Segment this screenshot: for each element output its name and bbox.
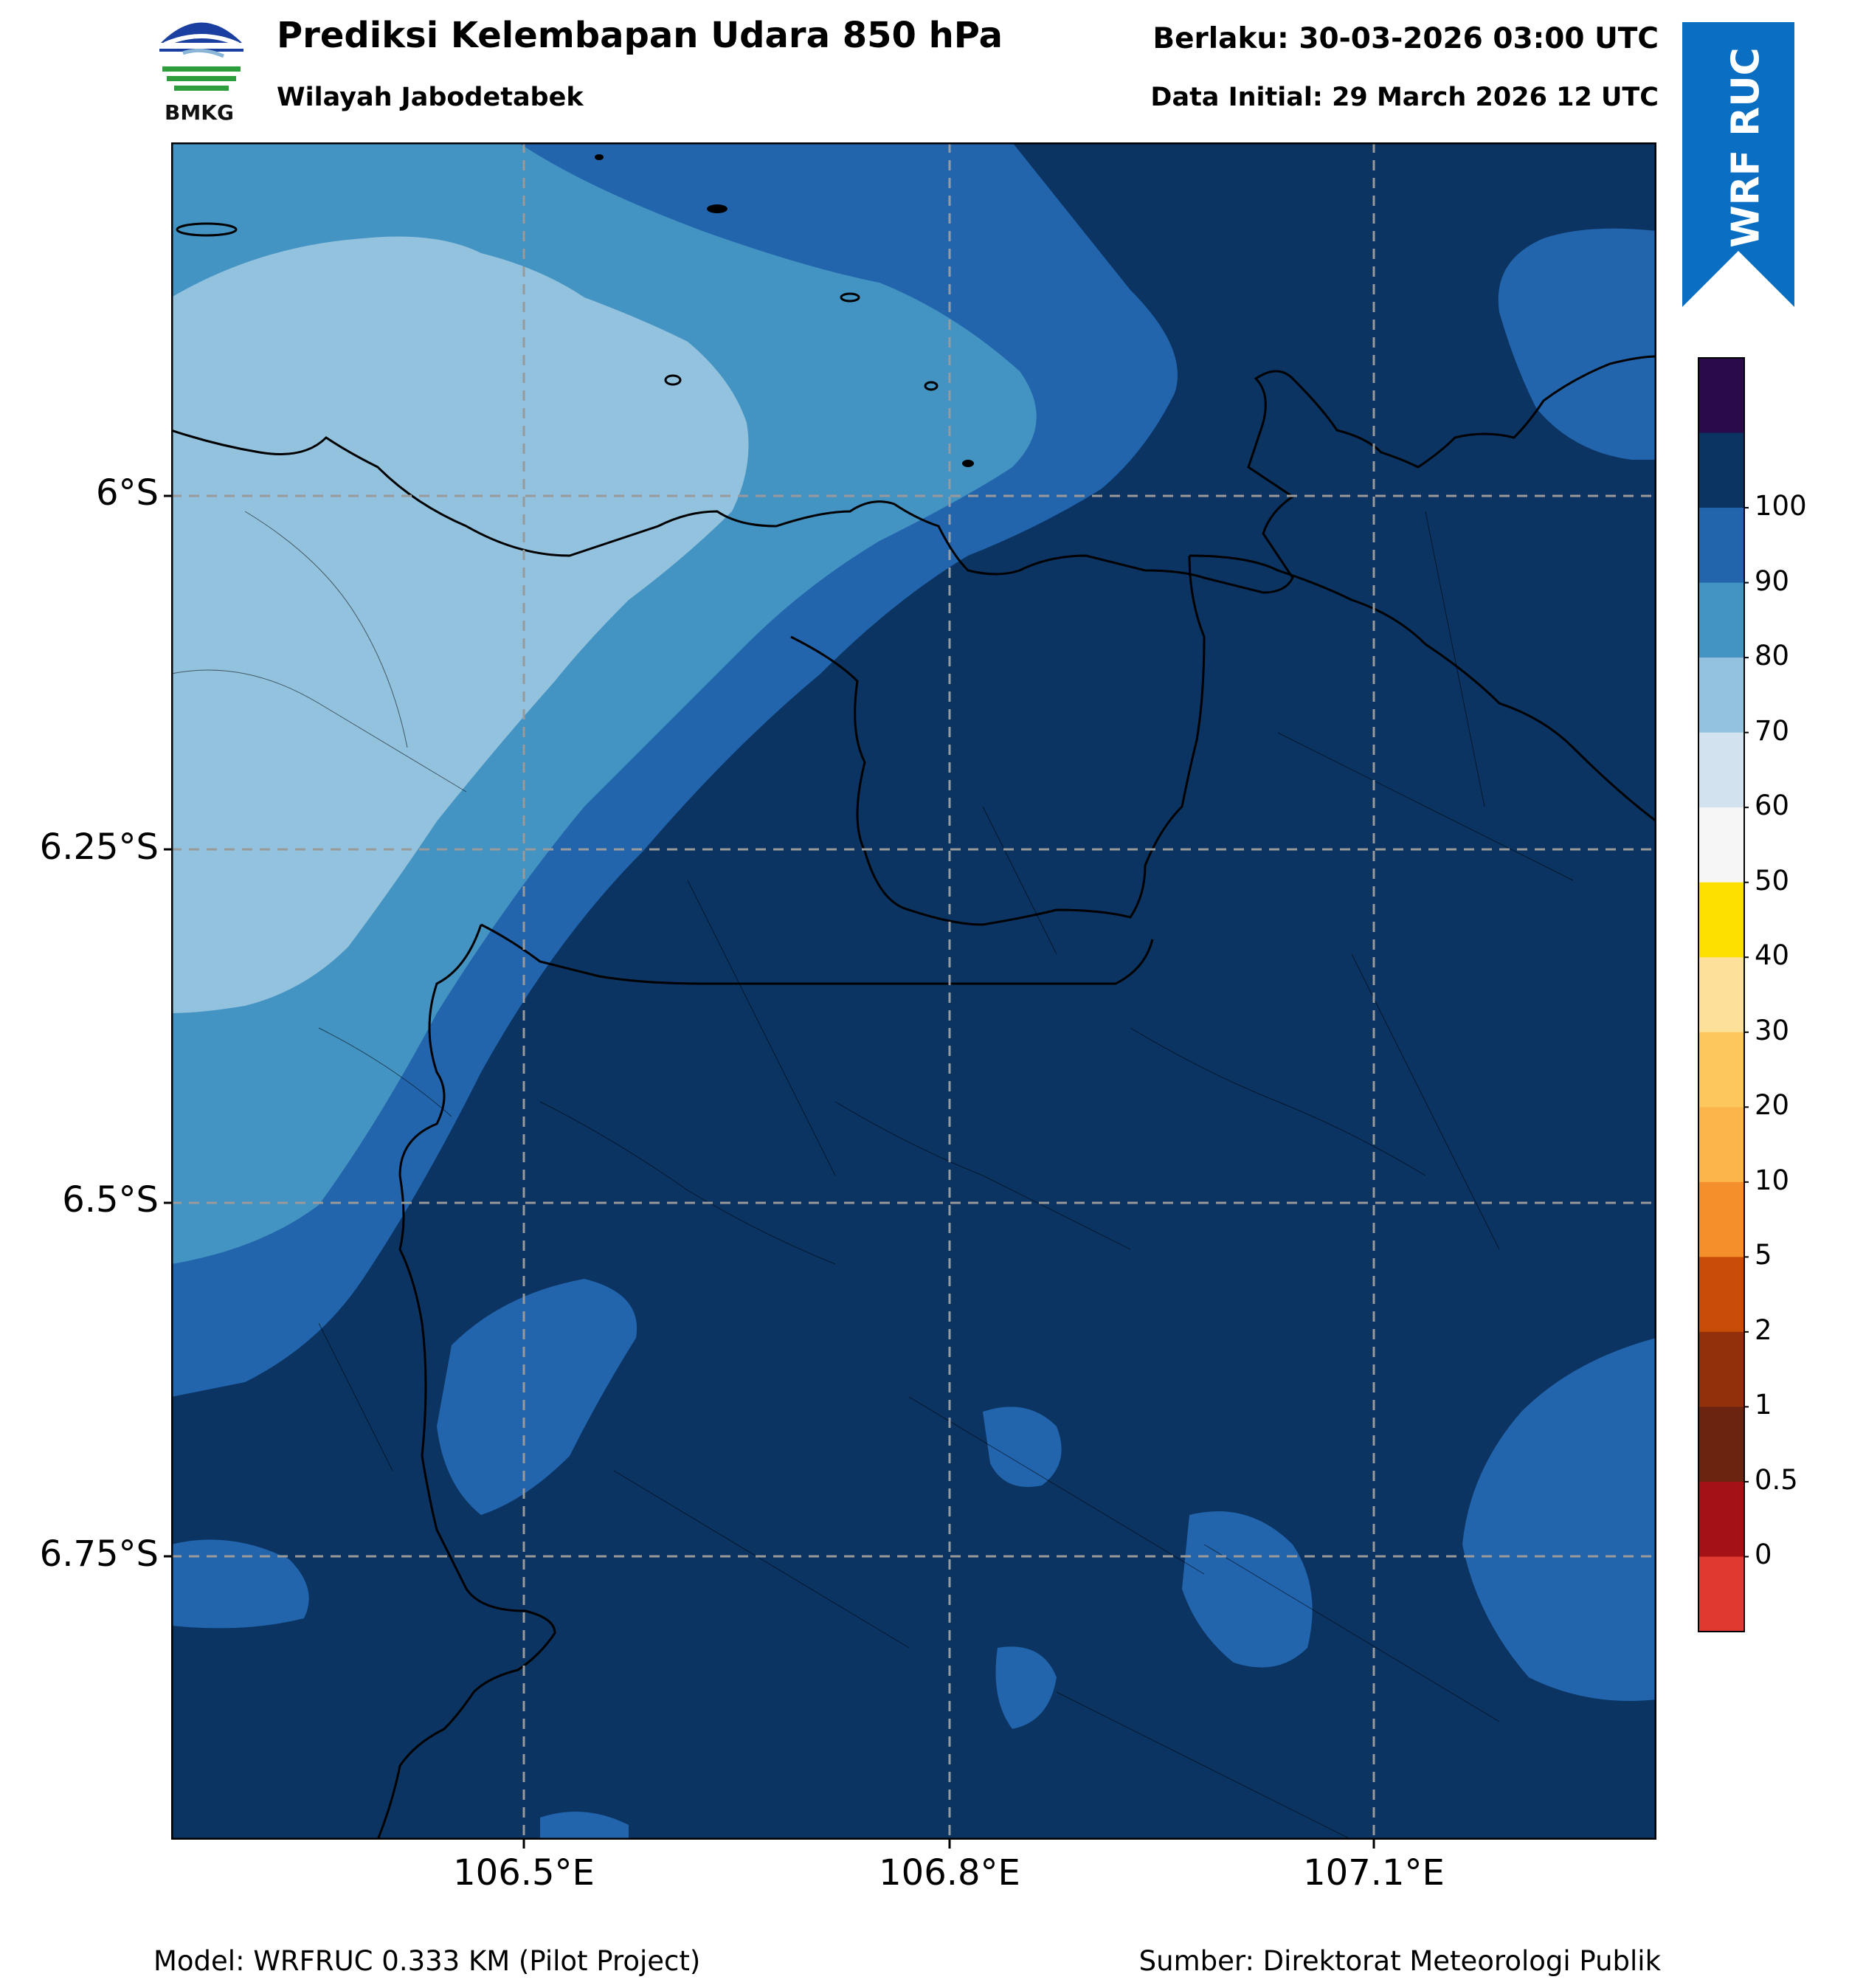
island [664,374,682,386]
colorbar-segment [1698,358,1744,434]
colorbar-label: 80 [1755,640,1790,672]
lon-tick-label: 107.1°E [1303,1852,1445,1894]
colorbar-segment [1698,732,1744,808]
humidity-patch-south [1182,1511,1313,1668]
colorbar-label: 20 [1755,1089,1790,1122]
humidity-patch-south-4 [171,1539,309,1629]
colorbar-label: 0.5 [1755,1463,1798,1496]
humidity-map [171,142,1656,1840]
data-source: Sumber: Direktorat Meteorologi Publik [1138,1945,1661,1977]
island [707,204,727,213]
colorbar-label: 50 [1755,864,1790,897]
model-info: Model: WRFRUC 0.333 KM (Pilot Project) [153,1945,701,1977]
colorbar-segment [1698,508,1744,584]
humidity-patch-southwest [437,1279,637,1515]
colorbar [1698,357,1749,1632]
colorbar-label: 60 [1755,790,1790,822]
lon-tick-label: 106.5°E [453,1852,595,1894]
humidity-patch-east [1498,228,1656,460]
colorbar-label: 0 [1755,1539,1772,1571]
colorbar-segment [1698,807,1744,883]
colorbar-label: 90 [1755,565,1790,597]
colorbar-segment [1698,1181,1744,1257]
humidity-patch-south-3 [995,1646,1057,1729]
colorbar-segment [1698,1331,1744,1407]
wrf-ruc-ribbon [1682,22,1794,307]
humidity-band-60-70 [171,236,749,1013]
colorbar-segment [1698,658,1744,734]
colorbar-segment [1698,1481,1744,1557]
province-boundary [376,924,556,1840]
colorbar-label: 5 [1755,1239,1772,1271]
island [595,154,604,160]
map-title: Prediksi Kelembapan Udara 850 hPa [277,15,1003,56]
bmkg-logo-icon [156,8,247,100]
lon-tick-label: 106.8°E [879,1852,1020,1894]
island [962,460,974,467]
initial-time: Data Initial: 29 March 2026 12 UTC [1150,83,1659,112]
humidity-patch-southeast [1462,1338,1656,1701]
colorbar-segment [1698,432,1744,508]
colorbar-segment [1698,1407,1744,1483]
valid-time: Berlaku: 30-03-2026 03:00 UTC [1152,22,1659,55]
island [176,222,238,237]
map-subtitle: Wilayah Jabodetabek [277,83,584,112]
colorbar-segment [1698,1257,1744,1333]
colorbar-label: 70 [1755,714,1790,747]
colorbar-segment [1698,882,1744,958]
colorbar-label: 100 [1755,490,1807,522]
island [840,292,860,303]
axis-ticks [164,494,1375,1849]
colorbar-segment [1698,1556,1744,1632]
humidity-patch-south-2 [983,1407,1062,1487]
lat-tick-label: 6°S [95,472,159,514]
colorbar-label: 10 [1755,1164,1790,1196]
province-boundary [480,923,1154,985]
wrf-ruc-label: WRF RUC [1724,47,1769,248]
province-boundary [1189,554,1656,823]
colorbar-label: 1 [1755,1389,1772,1421]
lat-tick-label: 6.5°S [62,1179,159,1221]
colorbar-label: 40 [1755,939,1790,972]
island [924,381,939,391]
colorbar-segment [1698,1107,1744,1183]
lat-tick-label: 6.75°S [39,1533,159,1575]
logo-text: BMKG [165,100,234,125]
colorbar-label: 30 [1755,1014,1790,1046]
colorbar-segment [1698,582,1744,658]
lat-tick-label: 6.25°S [39,826,159,868]
district-boundaries [171,511,1574,1840]
coastline [171,355,1656,594]
humidity-patch-south-5 [540,1812,629,1840]
colorbar-border [1698,357,1745,1632]
colorbar-segment [1698,1032,1744,1108]
colorbar-label: 2 [1755,1314,1772,1346]
province-boundary [790,555,1206,926]
colorbar-segment [1698,957,1744,1033]
